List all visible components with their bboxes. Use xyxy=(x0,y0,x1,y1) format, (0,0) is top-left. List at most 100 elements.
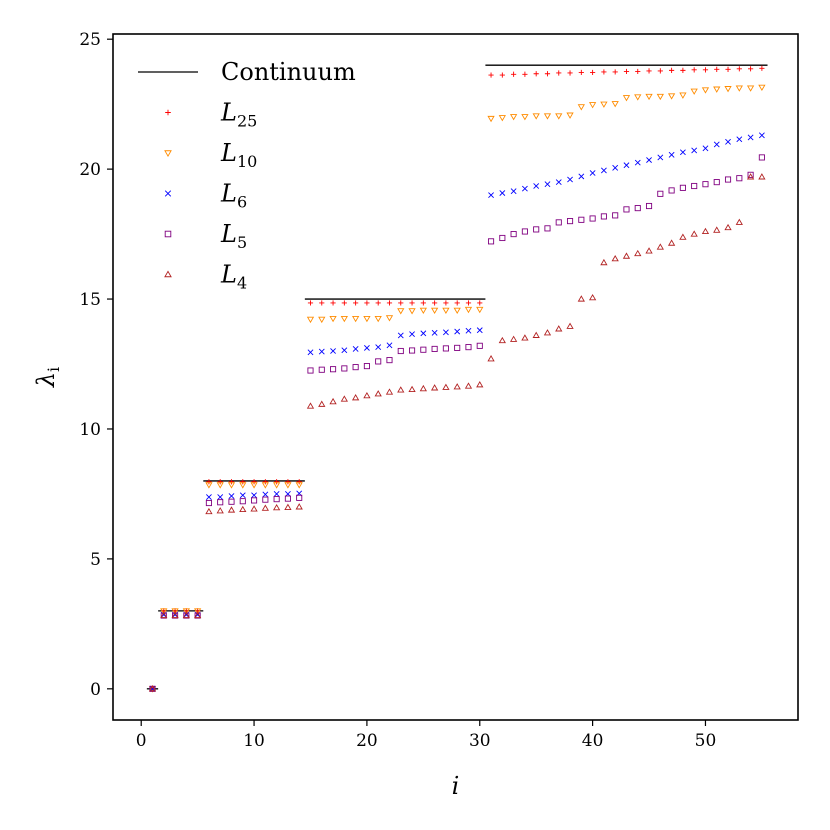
legend-label: L25 xyxy=(220,99,257,131)
data-point xyxy=(375,344,382,351)
data-point xyxy=(521,228,528,235)
data-point xyxy=(432,300,438,306)
data-point xyxy=(509,335,518,342)
data-point xyxy=(216,507,224,514)
data-point xyxy=(533,226,540,233)
data-point xyxy=(758,132,765,139)
data-point xyxy=(351,316,360,323)
data-point xyxy=(668,187,675,194)
data-point xyxy=(612,212,619,219)
data-point xyxy=(318,316,326,324)
data-point xyxy=(240,479,246,485)
data-point xyxy=(386,300,393,306)
data-point xyxy=(329,397,337,405)
data-point xyxy=(521,185,528,192)
x-axis-ticks: 0 10 20 30 40 50 xyxy=(136,720,716,751)
data-point xyxy=(318,348,325,355)
data-point xyxy=(521,114,529,121)
data-point xyxy=(714,66,720,72)
data-point xyxy=(543,113,552,120)
data-point xyxy=(296,494,303,501)
data-point xyxy=(567,70,573,76)
data-point xyxy=(713,179,720,186)
data-point xyxy=(397,308,405,315)
data-point xyxy=(374,316,382,323)
data-point xyxy=(431,329,438,336)
data-point xyxy=(272,482,281,489)
data-point xyxy=(634,205,641,212)
data-point xyxy=(578,216,585,223)
data-point xyxy=(487,238,495,245)
data-point xyxy=(713,86,721,93)
data-point xyxy=(385,388,394,395)
data-point xyxy=(622,95,631,102)
data-point xyxy=(274,479,280,485)
legend-marker xyxy=(164,150,172,157)
data-point xyxy=(419,384,427,392)
data-point xyxy=(386,357,393,364)
data-point xyxy=(261,504,269,511)
data-point xyxy=(724,86,732,93)
data-point xyxy=(758,154,765,161)
data-point xyxy=(193,608,202,615)
data-point xyxy=(386,342,393,349)
data-point xyxy=(736,66,742,72)
data-point xyxy=(227,482,236,489)
data-point xyxy=(385,315,394,322)
data-point xyxy=(679,184,686,191)
data-point xyxy=(330,366,337,373)
data-point xyxy=(691,147,698,154)
data-point xyxy=(239,498,246,505)
data-point xyxy=(464,306,473,314)
y-tick-label: 10 xyxy=(79,420,101,440)
data-point xyxy=(250,505,258,512)
y-tick-label: 0 xyxy=(90,680,101,700)
data-point xyxy=(680,67,686,73)
data-point xyxy=(442,307,450,314)
data-point xyxy=(205,499,212,507)
legend-marker xyxy=(164,270,172,278)
legend-label: L5 xyxy=(220,220,247,252)
data-point xyxy=(522,71,528,77)
data-point xyxy=(488,192,494,199)
data-point xyxy=(420,300,426,306)
data-point xyxy=(656,243,664,250)
data-point xyxy=(533,71,539,77)
data-point xyxy=(453,383,461,390)
data-point xyxy=(657,154,664,161)
data-point xyxy=(555,325,563,332)
data-point xyxy=(216,482,224,489)
data-point xyxy=(724,176,732,183)
data-point xyxy=(408,308,416,315)
data-point xyxy=(476,306,484,314)
data-point xyxy=(306,316,315,324)
data-point xyxy=(228,493,235,499)
data-point xyxy=(566,112,574,119)
data-point xyxy=(600,101,608,108)
data-layer xyxy=(146,64,768,693)
data-point xyxy=(465,344,472,351)
data-point xyxy=(250,482,258,489)
data-point xyxy=(600,167,607,174)
data-point xyxy=(679,233,687,240)
data-point xyxy=(227,506,236,513)
data-point xyxy=(420,330,427,337)
data-point xyxy=(363,363,370,370)
data-point xyxy=(430,384,439,391)
data-point xyxy=(206,494,212,500)
data-point xyxy=(736,136,743,143)
data-point xyxy=(476,381,484,388)
data-point xyxy=(747,171,754,178)
x-tick-label: 0 xyxy=(136,731,147,751)
data-point xyxy=(544,225,551,232)
data-point xyxy=(340,395,348,402)
data-point xyxy=(600,213,607,220)
data-point xyxy=(646,68,652,74)
data-point xyxy=(588,102,597,109)
data-point xyxy=(182,608,190,615)
data-point xyxy=(623,162,630,169)
data-point xyxy=(623,206,630,213)
data-point xyxy=(205,507,213,515)
data-point xyxy=(420,346,427,353)
data-point xyxy=(306,402,315,409)
